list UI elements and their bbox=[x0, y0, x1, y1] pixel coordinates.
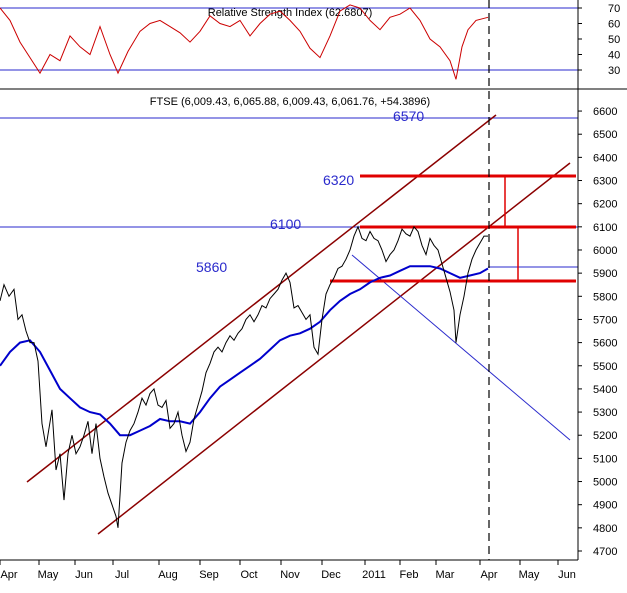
time-tick-label: 2011 bbox=[362, 569, 386, 581]
price-tick-label: 5300 bbox=[593, 407, 617, 419]
price-line bbox=[0, 225, 488, 528]
rsi-panel: Relative Strength Index (62.6807) 30 40 50… bbox=[0, 3, 627, 90]
time-tick-label: Jun bbox=[558, 569, 576, 581]
time-tick-label: Sep bbox=[199, 569, 219, 581]
time-tick-label: Dec bbox=[321, 569, 341, 581]
time-tick-label: Feb bbox=[400, 569, 419, 581]
rsi-tick-label: 70 bbox=[608, 3, 620, 15]
price-axis: 4700 4800 4900 5000 5100 5200 5300 5400 5500 5600… bbox=[578, 106, 617, 558]
bracket-upper bbox=[497, 175, 506, 228]
time-tick-label: Jun bbox=[75, 569, 93, 581]
annotation-6100: 6100 bbox=[270, 216, 301, 232]
price-tick-label: 5200 bbox=[593, 430, 617, 442]
channel-lower-line bbox=[97, 162, 571, 535]
time-tick-label: Nov bbox=[280, 569, 300, 581]
price-tick-label: 6600 bbox=[593, 106, 617, 118]
price-tick-label: 5000 bbox=[593, 477, 617, 489]
time-tick-label: Aug bbox=[158, 569, 178, 581]
price-panel: FTSE (6,009.43, 6,065.88, 6,009.43, 6,06… bbox=[0, 0, 617, 560]
price-tick-label: 6300 bbox=[593, 176, 617, 188]
time-tick-label: Mar bbox=[436, 569, 455, 581]
time-tick-label: Oct bbox=[240, 569, 257, 581]
price-tick-label: 5100 bbox=[593, 453, 617, 465]
rsi-line bbox=[0, 4, 489, 80]
rsi-tick-label: 30 bbox=[608, 65, 620, 77]
annotation-5860: 5860 bbox=[196, 259, 227, 275]
price-tick-label: 5600 bbox=[593, 338, 617, 350]
time-tick-label: May bbox=[519, 569, 540, 581]
time-tick-label: Jul bbox=[115, 569, 129, 581]
price-title: FTSE (6,009.43, 6,065.88, 6,009.43, 6,06… bbox=[150, 96, 430, 108]
rsi-axis: 30 40 50 60 70 bbox=[578, 3, 620, 77]
price-tick-label: 5400 bbox=[593, 384, 617, 396]
price-tick-label: 6100 bbox=[593, 222, 617, 234]
time-axis: Apr May Jun Jul Aug Sep Oct Nov Dec 2011 Feb Mar Apr… bbox=[0, 560, 576, 581]
price-tick-label: 6200 bbox=[593, 199, 617, 211]
rsi-tick-label: 40 bbox=[608, 50, 620, 62]
rsi-title: Relative Strength Index (62.6807) bbox=[208, 7, 373, 19]
price-tick-label: 6000 bbox=[593, 245, 617, 257]
descending-trendline bbox=[351, 254, 571, 441]
time-tick-label: May bbox=[38, 569, 59, 581]
price-tick-label: 4900 bbox=[593, 500, 617, 512]
price-tick-label: 6500 bbox=[593, 129, 617, 141]
price-tick-label: 6400 bbox=[593, 152, 617, 164]
annotation-6570: 6570 bbox=[393, 108, 424, 124]
rsi-tick-label: 50 bbox=[608, 34, 620, 46]
bracket-lower bbox=[509, 226, 519, 282]
moving-average-line bbox=[0, 265, 489, 437]
rsi-tick-label: 60 bbox=[608, 19, 620, 31]
price-tick-label: 5800 bbox=[593, 291, 617, 303]
price-tick-label: 4700 bbox=[593, 546, 617, 558]
price-tick-label: 5700 bbox=[593, 314, 617, 326]
time-tick-label: Apr bbox=[0, 569, 17, 581]
price-tick-label: 4800 bbox=[593, 523, 617, 535]
price-tick-label: 5500 bbox=[593, 361, 617, 373]
price-tick-label: 5900 bbox=[593, 268, 617, 280]
annotation-6320: 6320 bbox=[323, 172, 354, 188]
time-tick-label: Apr bbox=[480, 569, 497, 581]
